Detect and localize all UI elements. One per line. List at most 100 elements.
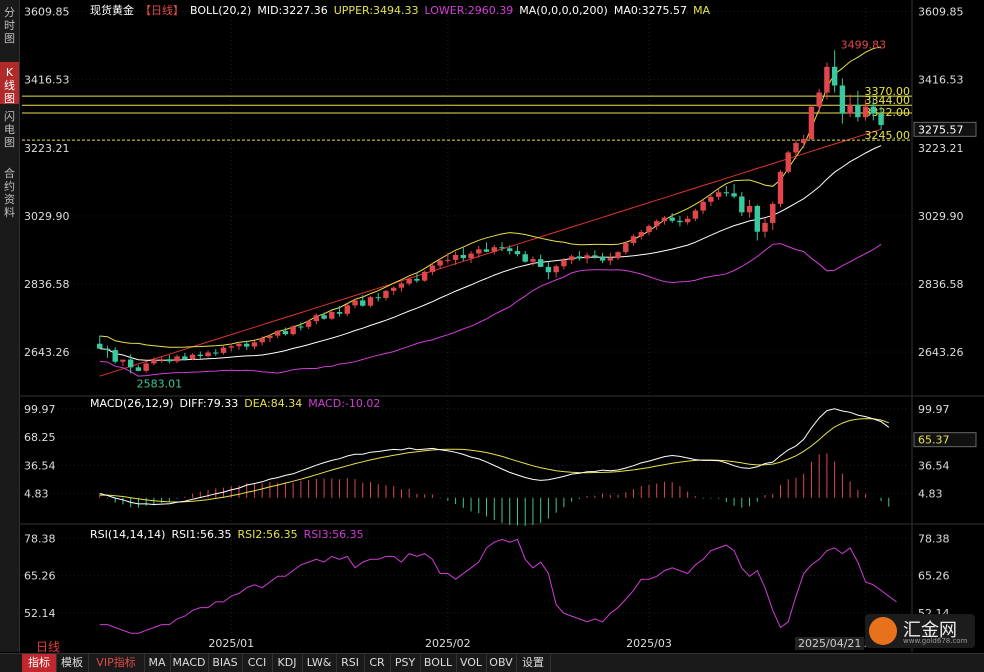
candle-body <box>731 193 737 197</box>
y-tick-label-left: 65.26 <box>24 570 56 583</box>
candle-body <box>499 247 505 249</box>
candle-body <box>723 192 730 194</box>
hline-label-1: 3344.00 <box>865 94 911 107</box>
candle-body <box>104 348 111 351</box>
x-tick-label: 2025/03 <box>626 637 672 650</box>
hline-label-0: 3370.00 <box>865 85 911 98</box>
toolbar-btn-9[interactable]: RSI <box>336 654 365 672</box>
toolbar-btn-10[interactable]: CR <box>364 654 391 672</box>
candle-body <box>530 259 536 262</box>
toolbar-btn-2[interactable]: VIP指标 <box>88 654 145 672</box>
rsi-legend-2: RSI2:56.35 <box>238 528 298 541</box>
candle-body <box>677 220 683 223</box>
y-tick-label-left: 68.25 <box>24 431 56 444</box>
macd-legend-2: DEA:84.34 <box>244 397 302 410</box>
candle-body <box>390 287 397 291</box>
candle-body <box>313 315 320 322</box>
candle-body <box>638 232 644 237</box>
y-tick-label-right: 3609.85 <box>918 6 964 19</box>
macd-tag: 65.37 <box>918 434 950 447</box>
y-tick-label-left: 3029.90 <box>24 210 70 223</box>
candle-body <box>220 347 227 353</box>
candle-body <box>847 104 853 114</box>
candle-body <box>592 255 598 257</box>
y-tick-label-right: 2836.58 <box>918 278 964 291</box>
y-tick-label-right: 2643.26 <box>918 346 964 359</box>
chart-canvas: 3609.85 3609.85 3416.53 3416.53 3223.21 3223.… <box>20 0 984 652</box>
candle-body <box>135 367 142 371</box>
macd-legend-0: MACD(26,12,9) <box>90 397 174 410</box>
toolbar-btn-7[interactable]: KDJ <box>272 654 303 672</box>
candle-body <box>414 278 420 281</box>
indicator-toolbar: 指标 模板 VIP指标 MA MACD BIAS CCI KDJ LW& RSI CR PSY BOLL… <box>0 653 984 672</box>
sidebar-tab-3[interactable]: 合约资料 <box>4 167 15 219</box>
macd-legend-3: MACD:-10.02 <box>308 397 380 410</box>
candle-body <box>445 259 451 261</box>
toolbar-btn-0[interactable]: 指标 <box>22 654 57 672</box>
high-annotation: 3499.83 <box>841 38 887 51</box>
macd-legend-1: DIFF:79.33 <box>180 397 239 410</box>
y-tick-label-left: 36.54 <box>24 459 56 472</box>
boll-upper-line <box>99 46 882 348</box>
candle-body <box>715 192 722 197</box>
toolbar-btn-14[interactable]: OBV <box>486 654 517 672</box>
price-tag: 3275.57 <box>918 123 964 136</box>
candle-body <box>607 258 614 261</box>
candle-body <box>228 346 234 348</box>
candle-body <box>158 359 165 361</box>
candle-body <box>630 236 637 243</box>
candle-body <box>839 85 846 114</box>
candle-body <box>344 305 350 314</box>
candle-body <box>127 359 134 368</box>
candle-body <box>584 255 590 259</box>
y-tick-label-right: 3029.90 <box>918 210 964 223</box>
rsi-line <box>99 538 897 634</box>
candle-body <box>800 139 807 143</box>
hline-label-3: 3245.00 <box>865 129 911 142</box>
candle-body <box>305 321 312 327</box>
candle-body <box>143 363 149 371</box>
candle-body <box>213 352 219 354</box>
candle-body <box>197 354 204 357</box>
toolbar-btn-11[interactable]: PSY <box>390 654 421 672</box>
sidebar-tab-0[interactable]: 分时图 <box>4 6 15 45</box>
y-tick-label-left: 78.38 <box>24 532 56 545</box>
candle-body <box>251 342 258 347</box>
y-tick-label-left: 52.14 <box>24 607 56 620</box>
candle-body <box>452 254 459 260</box>
candle-body <box>182 356 188 360</box>
toolbar-btn-1[interactable]: 模板 <box>56 654 89 672</box>
toolbar-btn-8[interactable]: LW& <box>302 654 337 672</box>
toolbar-btn-4[interactable]: MACD <box>170 654 209 672</box>
toolbar-btn-15[interactable]: 设置 <box>516 654 551 672</box>
candle-body <box>282 331 289 335</box>
candle-body <box>785 152 791 172</box>
candle-body <box>762 222 768 232</box>
candle-body <box>274 331 281 336</box>
candle-body <box>777 171 784 204</box>
rsi-legend-3: RSI3:56.35 <box>304 528 364 541</box>
toolbar-btn-12[interactable]: BOLL <box>420 654 457 672</box>
sidebar-tab-2[interactable]: 闪电图 <box>4 110 15 149</box>
rsi-legend-0: RSI(14,14,14) <box>90 528 165 541</box>
candle-body <box>615 252 621 259</box>
candle-body <box>746 205 753 213</box>
y-tick-label-left: 3609.85 <box>24 6 70 19</box>
candle-body <box>654 221 660 227</box>
toolbar-btn-13[interactable]: VOL <box>456 654 487 672</box>
y-tick-label-left: 4.83 <box>24 487 49 500</box>
candle-body <box>298 326 304 328</box>
candle-body <box>174 356 180 362</box>
period-label[interactable]: 日线 <box>36 640 61 654</box>
low-annotation: 2583.01 <box>137 377 183 390</box>
toolbar-btn-5[interactable]: BIAS <box>208 654 243 672</box>
y-tick-label-right: 36.54 <box>918 459 950 472</box>
candle-body <box>112 350 118 362</box>
toolbar-btn-3[interactable]: MA <box>144 654 171 672</box>
candle-body <box>545 266 552 273</box>
candle-body <box>244 343 250 347</box>
toolbar-btn-6[interactable]: CCI <box>242 654 273 672</box>
candle-body <box>576 256 583 259</box>
y-tick-label-left: 2836.58 <box>24 278 70 291</box>
